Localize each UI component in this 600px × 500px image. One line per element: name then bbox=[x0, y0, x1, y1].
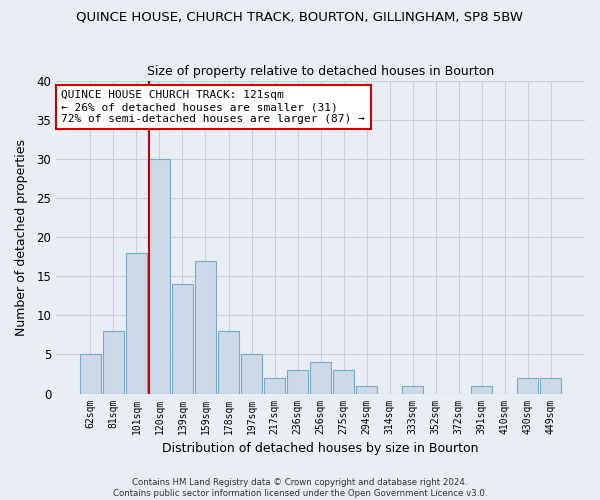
Bar bbox=[356, 386, 377, 394]
Bar bbox=[402, 386, 423, 394]
Bar bbox=[241, 354, 262, 394]
Bar bbox=[517, 378, 538, 394]
Bar bbox=[195, 260, 216, 394]
Bar bbox=[218, 331, 239, 394]
Bar bbox=[264, 378, 285, 394]
Text: Contains HM Land Registry data © Crown copyright and database right 2024.
Contai: Contains HM Land Registry data © Crown c… bbox=[113, 478, 487, 498]
Bar bbox=[126, 253, 147, 394]
Bar bbox=[172, 284, 193, 394]
Text: QUINCE HOUSE, CHURCH TRACK, BOURTON, GILLINGHAM, SP8 5BW: QUINCE HOUSE, CHURCH TRACK, BOURTON, GIL… bbox=[77, 10, 523, 23]
Bar bbox=[287, 370, 308, 394]
Text: QUINCE HOUSE CHURCH TRACK: 121sqm
← 26% of detached houses are smaller (31)
72% : QUINCE HOUSE CHURCH TRACK: 121sqm ← 26% … bbox=[61, 90, 365, 124]
Bar bbox=[149, 159, 170, 394]
Bar bbox=[80, 354, 101, 394]
Bar bbox=[471, 386, 492, 394]
Bar bbox=[540, 378, 561, 394]
Bar bbox=[310, 362, 331, 394]
Title: Size of property relative to detached houses in Bourton: Size of property relative to detached ho… bbox=[147, 66, 494, 78]
Y-axis label: Number of detached properties: Number of detached properties bbox=[15, 139, 28, 336]
X-axis label: Distribution of detached houses by size in Bourton: Distribution of detached houses by size … bbox=[162, 442, 479, 455]
Bar bbox=[333, 370, 354, 394]
Bar bbox=[103, 331, 124, 394]
